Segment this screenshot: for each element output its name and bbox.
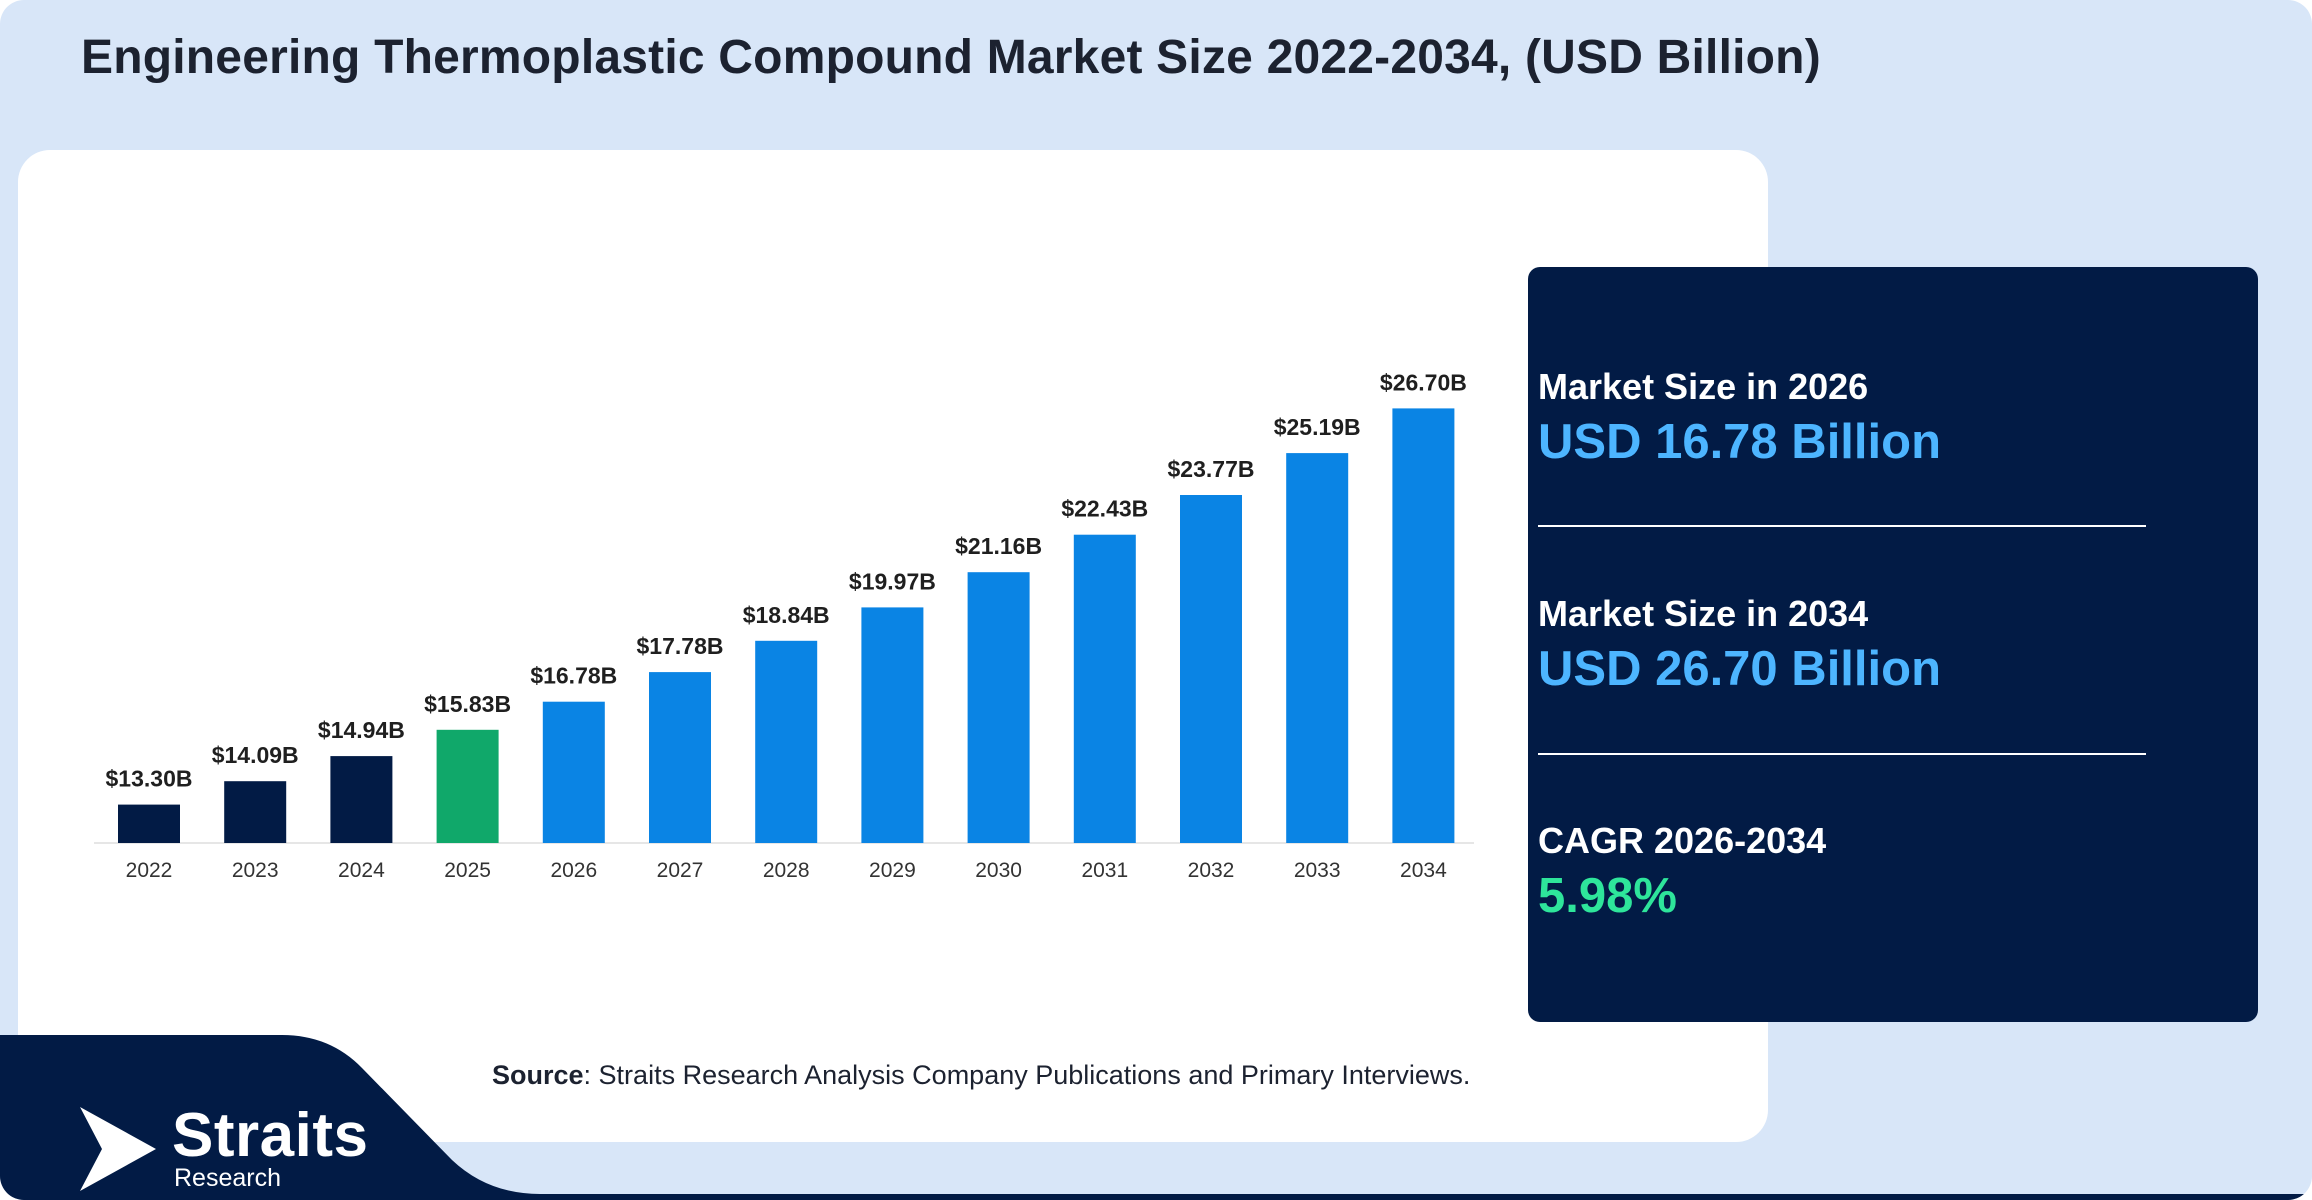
bar-2023 [224, 781, 287, 843]
bar-2028 [755, 640, 818, 843]
bar-2031 [1073, 534, 1136, 843]
bar-2027 [649, 672, 711, 843]
data-label-2025: $15.83B [424, 691, 511, 717]
bar-2024 [330, 756, 393, 843]
brand-name: Straits [172, 1101, 369, 1170]
straits-logo-icon [80, 1107, 156, 1191]
bar-2033 [1286, 453, 1349, 843]
x-tick-label-2026: 2026 [550, 859, 597, 882]
data-label-2029: $19.97B [849, 568, 936, 594]
bar-2029 [861, 607, 924, 843]
data-label-2030: $21.16B [955, 533, 1042, 559]
x-tick-label-2032: 2032 [1188, 859, 1235, 882]
data-label-2032: $23.77B [1168, 456, 1255, 482]
x-tick-label-2033: 2033 [1294, 859, 1341, 882]
data-label-2033: $25.19B [1274, 414, 1361, 440]
x-tick-label-2028: 2028 [763, 859, 810, 882]
x-tick-label-2022: 2022 [126, 859, 173, 882]
stat-value-market-2034: USD 26.70 Billion [1538, 642, 1942, 696]
bar-2032 [1180, 495, 1242, 843]
data-label-2031: $22.43B [1061, 496, 1148, 522]
x-tick-label-2029: 2029 [869, 859, 916, 882]
stat-label-cagr: CAGR 2026-2034 [1538, 820, 1827, 861]
bar-2022 [118, 804, 180, 843]
brand-subtitle: Research [174, 1164, 281, 1192]
source-note: Source: Straits Research Analysis Compan… [492, 1060, 1470, 1091]
data-label-2026: $16.78B [530, 663, 617, 689]
bar-2025 [436, 729, 499, 843]
source-text: : Straits Research Analysis Company Publ… [583, 1060, 1471, 1090]
data-label-2023: $14.09B [212, 742, 299, 768]
x-tick-label-2027: 2027 [657, 859, 704, 882]
bar-2030 [967, 572, 1030, 843]
data-label-2024: $14.94B [318, 717, 405, 743]
x-tick-label-2034: 2034 [1400, 859, 1447, 882]
x-tick-label-2025: 2025 [444, 859, 491, 882]
bars-layer: $13.30B 2022 $14.09B 2023 $14.94B 2024 $15.83B… [106, 369, 1467, 882]
stat-label-market-2034: Market Size in 2034 [1538, 593, 1869, 634]
stats-panel: Market Size in 2026 USD 16.78 Billion Ma… [1528, 267, 2258, 1022]
stats-divider [1538, 753, 2146, 755]
chart-card: $13.30B 2022 $14.09B 2023 $14.94B 2024 $15.83B… [18, 150, 1768, 1142]
x-tick-label-2030: 2030 [975, 859, 1022, 882]
bar-2034 [1392, 408, 1455, 843]
stats-divider [1538, 525, 2146, 527]
x-tick-label-2031: 2031 [1081, 859, 1128, 882]
source-label: Source [492, 1060, 584, 1090]
stat-value-market-2026: USD 16.78 Billion [1538, 415, 1942, 469]
bar-2026 [542, 701, 605, 843]
stat-label-market-2026: Market Size in 2026 [1538, 366, 1869, 407]
data-label-2027: $17.78B [637, 633, 724, 659]
data-label-2028: $18.84B [743, 602, 830, 628]
bar-chart: $13.30B 2022 $14.09B 2023 $14.94B 2024 $15.83B… [94, 369, 1474, 882]
stat-value-cagr: 5.98% [1538, 869, 1677, 923]
data-label-2034: $26.70B [1380, 369, 1467, 395]
x-tick-label-2024: 2024 [338, 859, 385, 882]
page-title: Engineering Thermoplastic Compound Marke… [81, 31, 1821, 84]
x-tick-label-2023: 2023 [232, 859, 279, 882]
data-label-2022: $13.30B [106, 766, 193, 792]
